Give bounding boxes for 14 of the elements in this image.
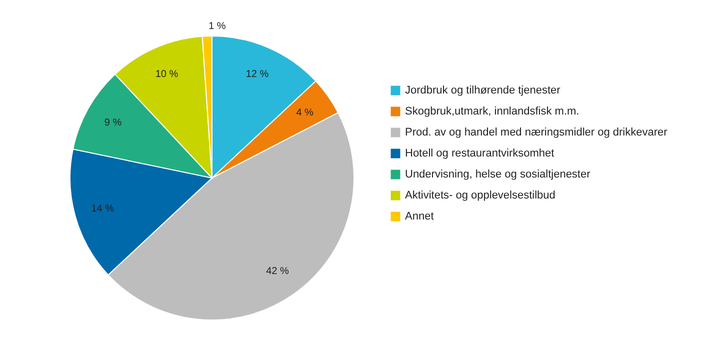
legend-label: Skogbruk,utmark, innlandsfisk m.m. <box>405 106 580 118</box>
data-label: 12 % <box>246 68 269 80</box>
data-label: 10 % <box>155 68 178 80</box>
data-label: 4 % <box>296 107 314 118</box>
data-label: 9 % <box>104 117 122 128</box>
legend-label: Jordbruk og tilhørende tjenester <box>405 84 561 96</box>
data-label: 14 % <box>91 204 114 215</box>
legend-label: Hotell og restaurantvirksomhet <box>405 148 554 160</box>
data-label: 42 % <box>266 266 290 277</box>
legend-label: Prod. av og handel med næringsmidler og drikkevarer <box>405 126 668 138</box>
data-label: 1 % <box>208 21 226 32</box>
legend-label: Annet <box>405 210 434 222</box>
legend-label: Undervisning, helse og sosialtjenester <box>405 168 591 180</box>
legend-label: Aktivitets- og opplevelsestilbud <box>405 190 556 202</box>
